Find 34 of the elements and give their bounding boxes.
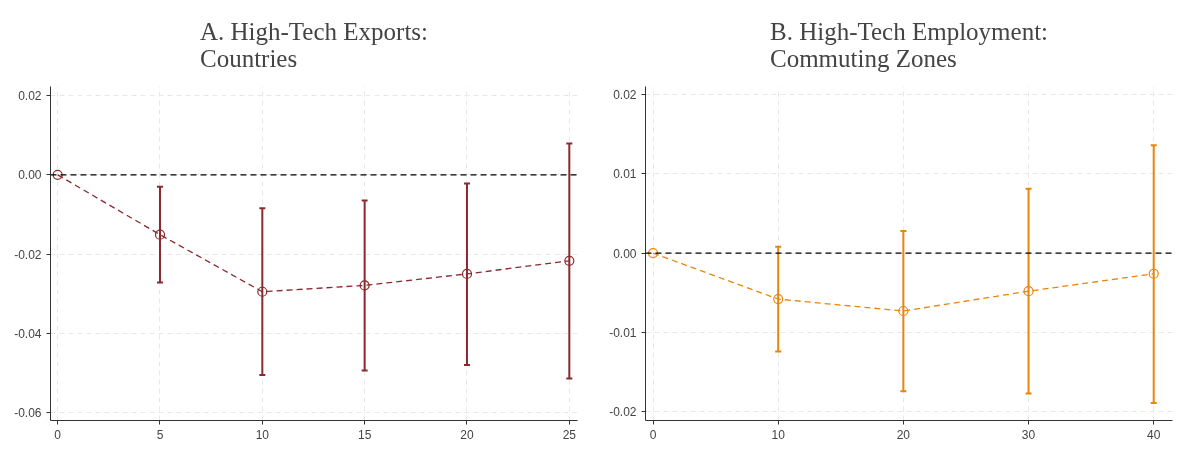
- point: [461, 268, 473, 279]
- point: [1023, 286, 1034, 297]
- y-tick-label: 0.00: [18, 168, 42, 183]
- point: [773, 294, 784, 305]
- x-tick-label: 40: [1147, 427, 1161, 442]
- chart-title: A. High-Tech Exports: Countries: [199, 17, 429, 72]
- x-tick-label: 20: [896, 427, 911, 442]
- y-tick-label: 0.00: [613, 246, 637, 261]
- point: [898, 305, 909, 317]
- point: [359, 280, 370, 291]
- x-tick-label: 25: [562, 427, 577, 442]
- x-tick-label: 15: [357, 427, 372, 442]
- y-tick-label: 0.02: [613, 87, 637, 102]
- point: [257, 286, 268, 297]
- point: [52, 169, 63, 180]
- x-tick-label: 0: [54, 427, 62, 442]
- y-tick-label: 0.01: [613, 167, 637, 182]
- y-tick-label: -0.02: [609, 405, 637, 420]
- y-tick-label: -0.01: [609, 325, 637, 340]
- x-tick-label: 10: [771, 427, 786, 442]
- x-tick-label: 0: [649, 427, 657, 442]
- y-tick-label: -0.06: [14, 406, 42, 421]
- y-tick-label: 0.02: [18, 89, 42, 104]
- x-tick-label: 5: [156, 427, 164, 442]
- point: [154, 229, 166, 240]
- x-tick-label: 20: [460, 427, 474, 442]
- y-tick-label: -0.04: [14, 326, 42, 341]
- point: [1148, 268, 1159, 279]
- y-tick-label: -0.02: [14, 247, 42, 262]
- point: [564, 255, 575, 266]
- chart-title: B. High-Tech Employment: Commuting Zones: [769, 17, 1049, 72]
- x-tick-label: 30: [1021, 427, 1036, 442]
- x-tick-label: 10: [255, 427, 270, 442]
- point: [647, 248, 659, 259]
